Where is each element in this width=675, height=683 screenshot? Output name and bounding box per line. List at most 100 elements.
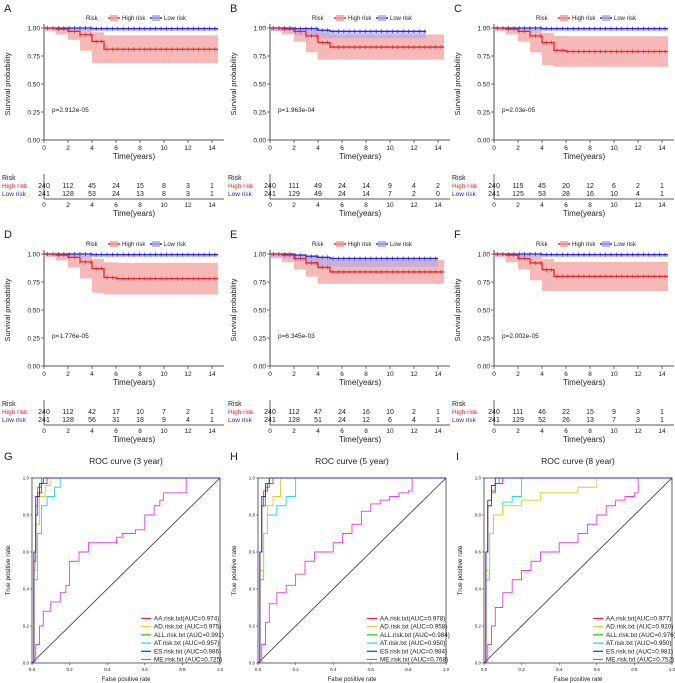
risk-count-high: 240 bbox=[264, 183, 276, 190]
risk-count-high: 10 bbox=[136, 409, 144, 416]
ci-band-high bbox=[44, 28, 218, 64]
diagonal-reference bbox=[31, 477, 221, 664]
roc-curve-2 bbox=[484, 477, 672, 664]
risk-table-tick: 0 bbox=[492, 202, 496, 209]
x-tick-label: 2 bbox=[516, 145, 520, 152]
x-tick-label: 8 bbox=[138, 371, 142, 378]
risk-count-high: 47 bbox=[314, 409, 322, 416]
p-value: p=2.002e-05 bbox=[502, 333, 539, 340]
risk-row-label-low: Low risk bbox=[2, 191, 27, 198]
risk-table-tick: 2 bbox=[292, 428, 296, 435]
y-tick-label: 0.00 bbox=[253, 364, 266, 371]
y-tick-label: 0.75 bbox=[477, 280, 490, 287]
legend-entry: AT.risk.txt (AUC=0.950) bbox=[606, 640, 672, 647]
risk-table-tick: 14 bbox=[208, 428, 216, 435]
risk-row-label-high: High risk bbox=[452, 183, 478, 190]
risk-count-high: 240 bbox=[488, 409, 500, 416]
risk-table-xlabel: Time(years) bbox=[113, 435, 156, 444]
risk-count-low: 4 bbox=[636, 191, 640, 198]
y-tick-label: 0.4 bbox=[23, 587, 30, 592]
risk-count-high: 7 bbox=[162, 409, 166, 416]
y-tick-label: 1.00 bbox=[477, 26, 490, 33]
x-axis-label: Time(years) bbox=[339, 378, 382, 387]
risk-table-tick: 2 bbox=[66, 202, 70, 209]
x-tick-label: 0.8 bbox=[631, 667, 638, 672]
risk-count-high: 42 bbox=[88, 409, 96, 416]
risk-table-tick: 14 bbox=[434, 202, 442, 209]
legend-entry: AA.risk.txt(AUC=0.974) bbox=[154, 615, 219, 622]
y-tick-label: 1.0 bbox=[249, 476, 256, 481]
risk-count-low: 4 bbox=[186, 417, 190, 424]
x-tick-label: 10 bbox=[160, 145, 168, 152]
panel-letter: C bbox=[454, 3, 462, 15]
risk-table-tick: 10 bbox=[160, 202, 168, 209]
y-axis-label: True positive rate bbox=[231, 545, 238, 595]
risk-table-title: Risk bbox=[452, 175, 466, 182]
p-value: p=2.03e-05 bbox=[502, 107, 535, 114]
x-tick-label: 2 bbox=[66, 371, 70, 378]
legend-entry: ES.risk.txt (AUC=0.986) bbox=[154, 648, 221, 655]
survival-line-low bbox=[44, 253, 218, 256]
risk-count-high: 2 bbox=[186, 409, 190, 416]
y-tick-label: 0.50 bbox=[253, 308, 266, 315]
risk-count-low: 128 bbox=[288, 417, 300, 424]
y-tick-label: 0.25 bbox=[477, 110, 490, 117]
panel-letter: H bbox=[230, 451, 238, 463]
y-tick-label: 1.00 bbox=[27, 252, 40, 259]
risk-count-high: 24 bbox=[112, 183, 120, 190]
survival-line-low bbox=[494, 253, 668, 256]
legend-band-high bbox=[560, 15, 568, 21]
risk-count-high: 8 bbox=[162, 183, 166, 190]
risk-count-high: 20 bbox=[562, 183, 570, 190]
risk-count-high: 115 bbox=[512, 183, 523, 190]
risk-count-low: 0 bbox=[436, 191, 440, 198]
x-tick-label: 12 bbox=[410, 145, 418, 152]
x-tick-label: 0.0 bbox=[481, 667, 488, 672]
risk-count-low: 13 bbox=[586, 417, 594, 424]
risk-count-low: 24 bbox=[112, 191, 120, 198]
risk-count-high: 9 bbox=[388, 183, 392, 190]
legend-band-low bbox=[602, 241, 610, 247]
risk-count-low: 24 bbox=[338, 191, 346, 198]
risk-table-tick: 14 bbox=[434, 428, 442, 435]
roc-curve-4 bbox=[32, 477, 220, 664]
risk-count-low: 1 bbox=[210, 417, 214, 424]
y-axis-label: Survival probability bbox=[3, 52, 12, 115]
risk-count-high: 112 bbox=[288, 409, 299, 416]
risk-count-high: 111 bbox=[289, 183, 300, 190]
legend-entry: AD.risk.txt (AUC=0.958) bbox=[380, 624, 447, 631]
risk-count-high: 240 bbox=[488, 183, 500, 190]
risk-table-tick: 12 bbox=[410, 428, 418, 435]
risk-count-high: 22 bbox=[562, 409, 570, 416]
legend-label-high: High risk bbox=[122, 242, 146, 248]
roc-panel-G: G ROC curve (3 year) 0.0 0.2 0.4 0.6 0.8 1.0 0.0… bbox=[4, 451, 224, 683]
risk-count-high: 16 bbox=[362, 409, 370, 416]
y-tick-label: 1.00 bbox=[253, 26, 266, 33]
risk-count-high: 14 bbox=[362, 183, 370, 190]
roc-title: ROC curve (8 year) bbox=[541, 456, 615, 466]
legend-entry: AD.risk.txt (AUC=0.975) bbox=[154, 624, 221, 631]
panel-letter: B bbox=[230, 3, 237, 15]
ci-band-high bbox=[494, 254, 668, 291]
y-tick-label: 0.25 bbox=[477, 336, 490, 343]
risk-count-low: 1 bbox=[436, 417, 440, 424]
risk-table-tick: 14 bbox=[208, 202, 216, 209]
risk-table-tick: 10 bbox=[160, 428, 168, 435]
y-tick-label: 0.25 bbox=[27, 110, 40, 117]
y-tick-label: 0.6 bbox=[249, 550, 256, 555]
x-tick-label: 10 bbox=[610, 145, 618, 152]
risk-count-high: 1 bbox=[660, 409, 664, 416]
risk-table-tick: 8 bbox=[588, 428, 592, 435]
x-tick-label: 0 bbox=[42, 145, 46, 152]
x-tick-label: 14 bbox=[434, 145, 442, 152]
x-tick-label: 0.6 bbox=[142, 667, 149, 672]
y-axis-label: Survival probability bbox=[3, 278, 12, 341]
x-tick-label: 0 bbox=[492, 371, 496, 378]
risk-table-xlabel: Time(years) bbox=[563, 209, 606, 218]
risk-table-tick: 4 bbox=[316, 428, 320, 435]
x-tick-label: 14 bbox=[658, 145, 666, 152]
risk-count-low: 241 bbox=[488, 417, 500, 424]
x-tick-label: 14 bbox=[658, 371, 666, 378]
